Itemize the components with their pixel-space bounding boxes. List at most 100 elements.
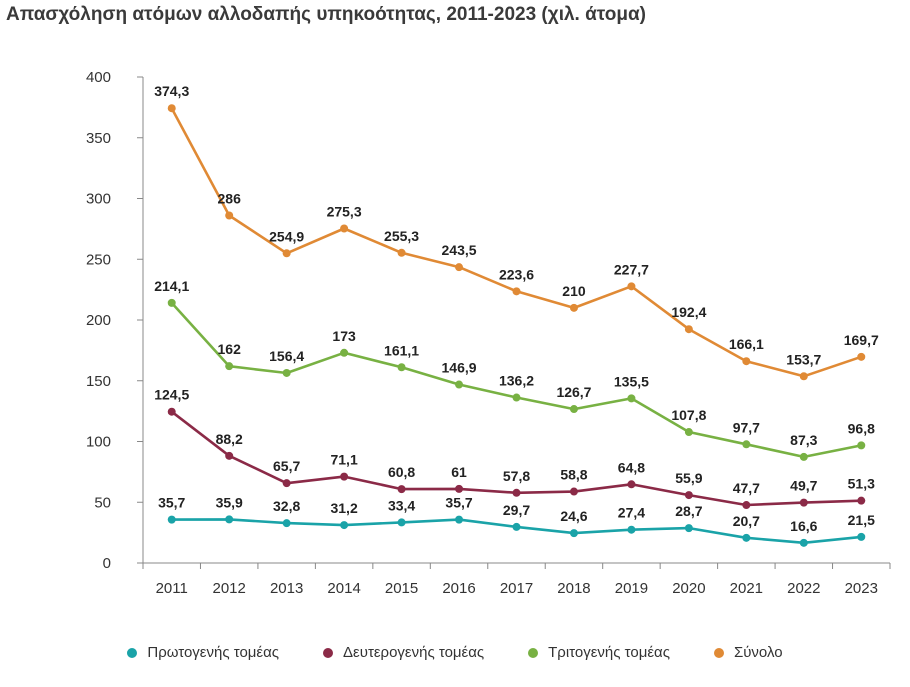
data-label-tertiary: 107,8 [671, 407, 706, 423]
data-point-secondary [857, 496, 866, 505]
data-label-primary: 27,4 [618, 505, 645, 521]
data-point-primary [742, 533, 751, 542]
x-tick-label: 2016 [442, 580, 475, 597]
data-point-total [799, 372, 808, 381]
data-label-secondary: 51,3 [848, 476, 875, 492]
data-point-tertiary [397, 363, 406, 372]
data-point-secondary [799, 498, 808, 507]
data-point-tertiary [627, 394, 636, 403]
data-point-total [627, 282, 636, 291]
data-label-total: 223,6 [499, 266, 534, 282]
x-tick-label: 2023 [845, 580, 878, 597]
x-tick-label: 2011 [156, 580, 188, 597]
y-tick-label: 0 [103, 555, 111, 572]
data-point-total [742, 357, 751, 366]
x-tick-label: 2012 [213, 580, 246, 597]
data-point-total [397, 248, 406, 257]
legend-marker-primary [127, 647, 138, 658]
data-point-primary [225, 515, 234, 524]
data-label-primary: 29,7 [503, 502, 530, 518]
data-label-secondary: 49,7 [790, 478, 817, 494]
data-label-total: 169,7 [844, 332, 879, 348]
data-point-secondary [282, 479, 291, 488]
data-point-primary [455, 515, 464, 524]
data-label-secondary: 61 [451, 464, 467, 480]
data-point-primary [857, 532, 866, 541]
data-label-total: 275,3 [327, 204, 362, 220]
legend-marker-secondary [323, 647, 334, 658]
x-tick-label: 2013 [270, 580, 303, 597]
data-point-primary [340, 521, 349, 530]
legend-label-primary: Πρωτογενής τομέας [147, 644, 280, 661]
data-label-total: 243,5 [442, 242, 477, 258]
data-point-total [225, 211, 234, 220]
data-label-tertiary: 173 [332, 328, 356, 344]
data-label-primary: 32,8 [273, 498, 300, 514]
data-point-secondary [167, 407, 176, 416]
data-point-total [340, 224, 349, 233]
data-point-tertiary [799, 452, 808, 461]
data-point-primary [167, 515, 176, 524]
y-tick-label: 50 [94, 494, 111, 511]
y-tick-label: 100 [86, 434, 111, 451]
x-tick-label: 2014 [327, 580, 360, 597]
data-label-total: 227,7 [614, 261, 649, 277]
chart-title: Απασχόληση ατόμων αλλοδαπής υπηκοότητας,… [6, 4, 646, 25]
data-point-secondary [340, 472, 349, 481]
data-label-total: 166,1 [729, 336, 764, 352]
data-point-total [569, 303, 578, 312]
data-point-secondary [627, 480, 636, 489]
data-point-primary [627, 525, 636, 534]
data-point-secondary [225, 451, 234, 460]
data-label-tertiary: 135,5 [614, 373, 649, 389]
data-label-total: 210 [562, 283, 586, 299]
data-point-secondary [512, 488, 521, 497]
data-point-primary [799, 538, 808, 547]
data-point-tertiary [225, 362, 234, 371]
y-tick-label: 300 [86, 191, 111, 208]
data-label-primary: 35,9 [216, 494, 243, 510]
data-point-secondary [684, 491, 693, 500]
data-label-secondary: 57,8 [503, 468, 530, 484]
data-label-total: 255,3 [384, 228, 419, 244]
data-point-tertiary [512, 393, 521, 402]
data-point-secondary [397, 485, 406, 494]
line-chart: 0 50 100 150 200 250 300 350 400 2011 2012 2013 2014… [86, 69, 891, 597]
data-label-tertiary: 162 [218, 341, 242, 357]
data-point-tertiary [857, 441, 866, 450]
data-label-primary: 35,7 [158, 495, 185, 511]
data-label-secondary: 124,5 [154, 387, 189, 403]
x-tick-label: 2019 [615, 580, 648, 597]
x-tick-label: 2022 [787, 580, 820, 597]
legend-label-total: Σύνολο [733, 644, 783, 661]
x-tick-label: 2020 [672, 580, 705, 597]
y-tick-label: 350 [86, 130, 111, 147]
data-point-secondary [455, 484, 464, 493]
y-tick-label: 150 [86, 373, 111, 390]
data-point-total [857, 352, 866, 361]
data-point-total [684, 325, 693, 334]
data-label-primary: 33,4 [388, 497, 415, 513]
data-label-secondary: 60,8 [388, 464, 415, 480]
data-point-primary [569, 529, 578, 538]
data-label-secondary: 58,8 [560, 467, 587, 483]
data-point-tertiary [569, 405, 578, 414]
data-label-secondary: 55,9 [675, 470, 702, 486]
legend-label-tertiary: Τριτογενής τομέας [548, 644, 670, 661]
data-label-primary: 24,6 [560, 508, 587, 524]
data-label-tertiary: 126,7 [556, 384, 591, 400]
data-label-total: 254,9 [269, 228, 304, 244]
data-point-tertiary [340, 348, 349, 357]
x-tick-label: 2021 [730, 580, 763, 597]
x-tick-label: 2018 [557, 580, 590, 597]
y-tick-label: 250 [86, 251, 111, 268]
legend-item-tertiary: Τριτογενής τομέας [528, 644, 670, 661]
data-label-tertiary: 136,2 [499, 373, 534, 389]
data-point-primary [282, 519, 291, 528]
y-tick-label: 400 [86, 69, 111, 86]
data-label-total: 153,7 [786, 351, 821, 367]
data-point-secondary [569, 487, 578, 496]
data-label-secondary: 88,2 [216, 431, 243, 447]
x-tick-label: 2015 [385, 580, 418, 597]
data-label-secondary: 71,1 [330, 452, 357, 468]
